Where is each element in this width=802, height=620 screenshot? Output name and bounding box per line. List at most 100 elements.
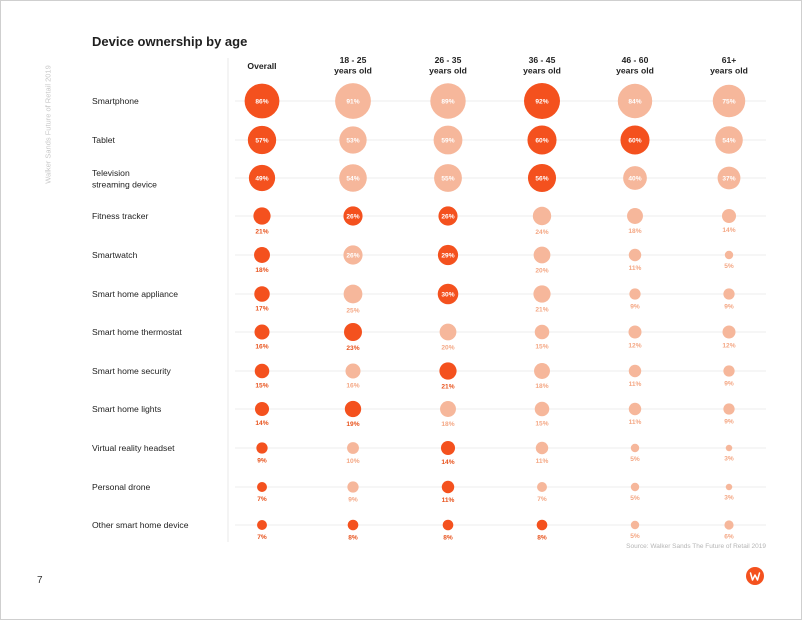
bubble xyxy=(343,284,363,304)
bubble xyxy=(434,164,462,192)
data-label: 12% xyxy=(722,343,735,350)
bubble xyxy=(712,84,746,118)
data-label: 15% xyxy=(535,420,548,427)
data-label: 89% xyxy=(441,98,454,105)
data-label: 55% xyxy=(441,175,454,182)
bubble xyxy=(439,323,457,341)
bubble xyxy=(536,519,548,531)
bubble xyxy=(257,520,267,530)
bubble xyxy=(537,482,547,492)
row-label: Fitness tracker xyxy=(92,211,148,221)
row-label: streaming device xyxy=(92,180,157,190)
bubble xyxy=(725,483,733,491)
row-label: Smart home lights xyxy=(92,404,161,414)
bubble xyxy=(628,364,642,378)
data-label: 53% xyxy=(346,137,359,144)
data-label: 75% xyxy=(722,98,735,105)
column-header: 36 - 45 xyxy=(529,55,556,65)
bubble xyxy=(627,208,643,224)
bubble xyxy=(339,126,367,154)
data-label: 11% xyxy=(629,419,642,426)
bubble xyxy=(527,125,557,155)
data-label: 5% xyxy=(724,263,734,270)
column-header: years old xyxy=(616,66,654,76)
bubble xyxy=(254,247,270,263)
column-header: 18 - 25 xyxy=(340,55,367,65)
data-label: 25% xyxy=(346,307,359,314)
bubble xyxy=(722,325,736,339)
bubble xyxy=(343,206,363,226)
source-note: Source: Walker Sands The Future of Retai… xyxy=(626,543,766,550)
data-label: 19% xyxy=(346,421,359,428)
data-label: 54% xyxy=(346,175,359,182)
bubble xyxy=(535,441,549,455)
brand-logo xyxy=(745,566,765,591)
bubble xyxy=(527,163,557,193)
data-label: 23% xyxy=(346,345,359,352)
data-label: 9% xyxy=(724,381,734,388)
row-label: Tablet xyxy=(92,135,116,145)
data-label: 18% xyxy=(535,383,548,390)
bubble xyxy=(343,245,363,265)
bubble xyxy=(433,125,463,155)
data-label: 3% xyxy=(724,455,734,462)
data-label: 30% xyxy=(441,291,454,298)
data-label: 7% xyxy=(257,496,267,503)
bubble xyxy=(534,324,550,340)
row-label: Smartwatch xyxy=(92,250,138,260)
data-label: 9% xyxy=(724,419,734,426)
bubble xyxy=(630,520,640,530)
row-label: Personal drone xyxy=(92,482,151,492)
bubble xyxy=(721,208,737,224)
bubble xyxy=(524,83,560,119)
data-label: 60% xyxy=(628,137,641,144)
data-label: 11% xyxy=(629,381,642,388)
row-label: Other smart home device xyxy=(92,520,189,530)
bubble xyxy=(724,520,734,530)
data-label: 54% xyxy=(722,137,735,144)
bubble xyxy=(441,480,455,494)
data-label: 86% xyxy=(255,98,268,105)
column-header: years old xyxy=(523,66,561,76)
bubble xyxy=(339,164,367,192)
bubble xyxy=(623,166,647,190)
bubble xyxy=(345,363,361,379)
data-label: 92% xyxy=(535,98,548,105)
bubble xyxy=(347,519,359,531)
bubble xyxy=(628,248,642,262)
data-label: 37% xyxy=(722,175,735,182)
bubble xyxy=(347,481,359,493)
row-label: Smartphone xyxy=(92,96,139,106)
data-label: 8% xyxy=(537,534,547,541)
data-label: 49% xyxy=(255,175,268,182)
data-label: 21% xyxy=(441,384,454,391)
column-header: years old xyxy=(429,66,467,76)
data-label: 24% xyxy=(535,229,548,236)
bubble xyxy=(437,244,459,266)
data-label: 8% xyxy=(443,534,453,541)
data-label: 5% xyxy=(630,533,640,540)
row-label: Smart home thermostat xyxy=(92,327,182,337)
bubble xyxy=(430,83,466,119)
bubble xyxy=(440,401,456,417)
data-label: 16% xyxy=(346,383,359,390)
data-label: 15% xyxy=(535,343,548,350)
bubble xyxy=(257,482,267,492)
row-label: Virtual reality headset xyxy=(92,443,175,453)
bubble xyxy=(247,125,277,155)
data-label: 91% xyxy=(346,98,359,105)
logo-icon xyxy=(746,567,764,585)
data-label: 56% xyxy=(535,175,548,182)
bubble xyxy=(630,443,640,453)
data-label: 15% xyxy=(255,382,268,389)
bubble xyxy=(344,323,362,341)
data-label: 21% xyxy=(535,307,548,314)
bubble xyxy=(717,166,741,190)
data-label: 7% xyxy=(257,534,267,541)
data-label: 18% xyxy=(441,421,454,428)
bubble xyxy=(347,442,359,454)
bubble xyxy=(628,402,642,416)
bubble xyxy=(534,363,550,379)
data-label: 26% xyxy=(346,213,359,220)
data-label: 20% xyxy=(535,267,548,274)
